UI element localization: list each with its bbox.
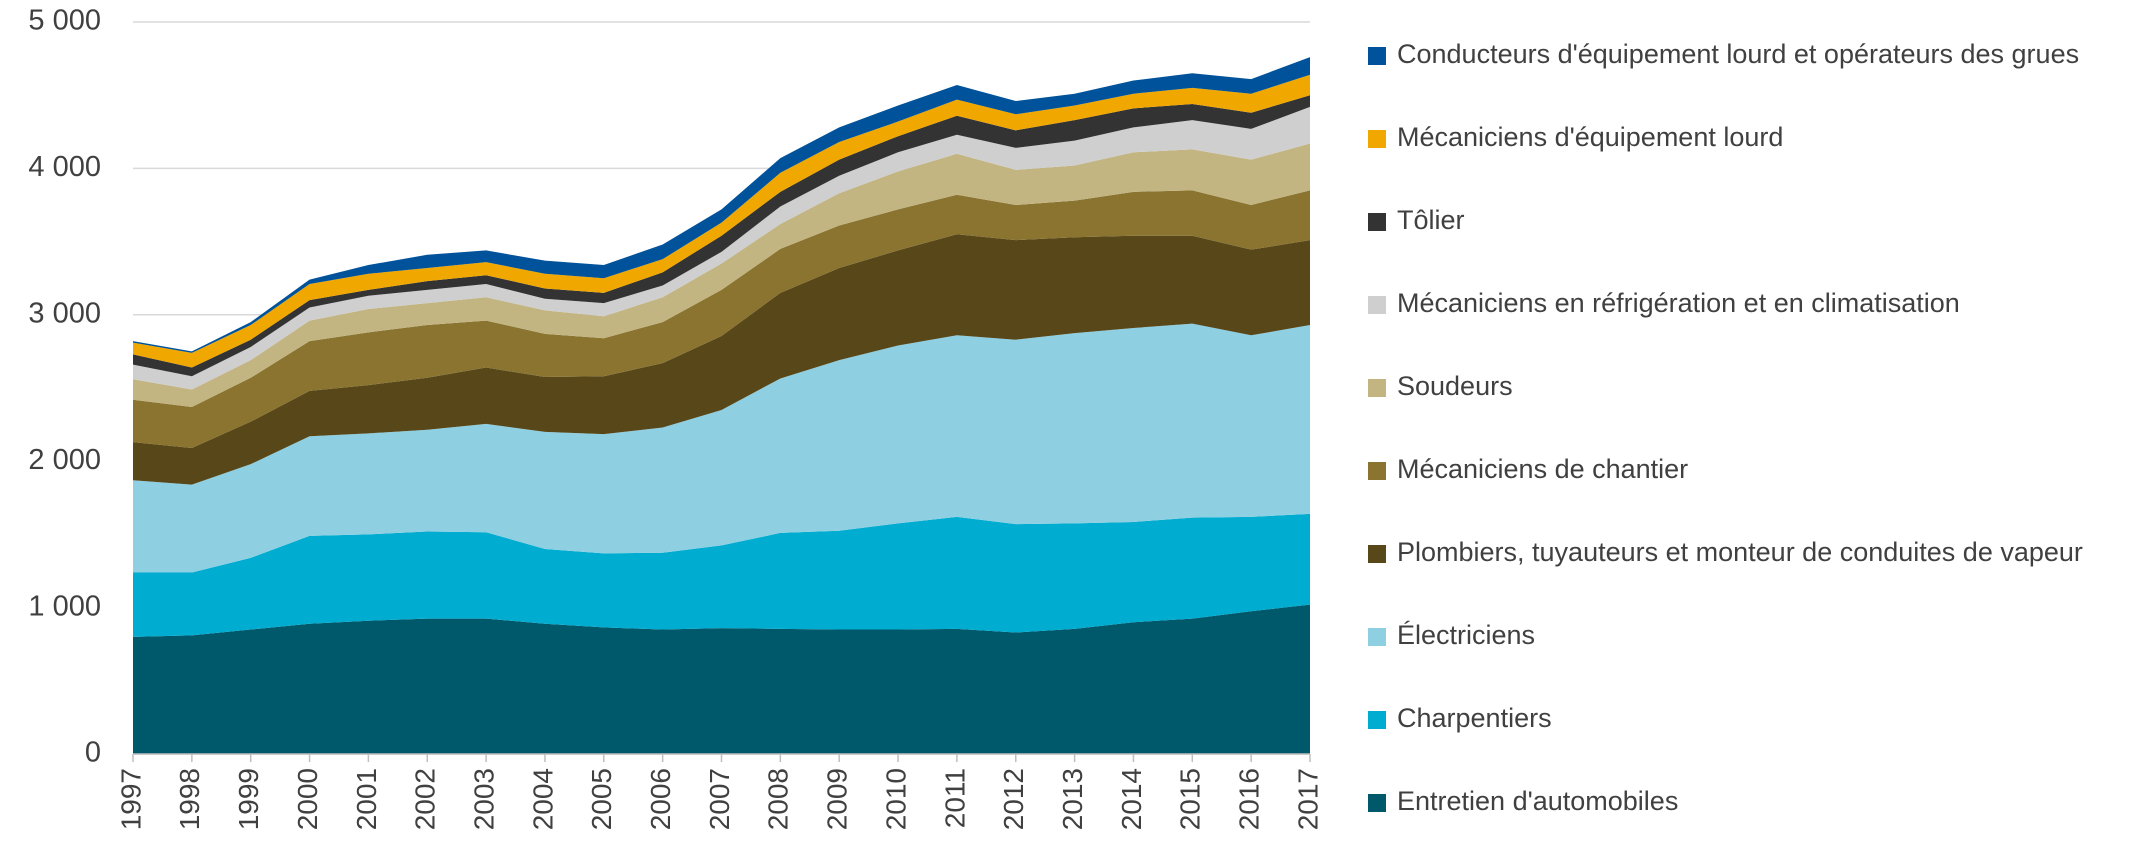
- y-tick-label: 4 000: [28, 151, 101, 183]
- x-tick-label: 2004: [527, 768, 558, 830]
- legend-label: Mécaniciens d'équipement lourd: [1397, 122, 1783, 152]
- x-tick-label: 2000: [292, 768, 323, 830]
- x-tick-label: 2003: [468, 768, 499, 830]
- x-tick-label: 2012: [998, 768, 1029, 830]
- legend-label: Mécaniciens de chantier: [1397, 454, 1688, 484]
- x-tick-label: 2013: [1057, 768, 1088, 830]
- area: [133, 604, 1310, 754]
- legend-label: Mécaniciens en réfrigération et en clima…: [1397, 288, 1960, 318]
- x-tick-label: 2016: [1234, 768, 1265, 830]
- legend-swatch: [1368, 711, 1386, 729]
- x-tick-label: 2014: [1116, 768, 1147, 830]
- legend-swatch: [1368, 462, 1386, 480]
- x-tick-label: 1999: [233, 768, 264, 830]
- legend-swatch: [1368, 130, 1386, 148]
- area: [133, 57, 1310, 353]
- legend-label: Conducteurs d'équipement lourd et opérat…: [1397, 39, 2079, 69]
- area: [133, 234, 1310, 485]
- area: [133, 323, 1310, 573]
- y-tick-label: 0: [85, 737, 101, 769]
- legend-swatch: [1368, 296, 1386, 314]
- x-tick-label: 2006: [645, 768, 676, 830]
- x-tick-label: 2010: [880, 768, 911, 830]
- area: [133, 513, 1310, 637]
- x-tick-label: 2009: [822, 768, 853, 830]
- area: [133, 143, 1310, 408]
- legend-swatch: [1368, 379, 1386, 397]
- x-tick-label: 2001: [351, 768, 382, 830]
- legend-label: Plombiers, tuyauteurs et monteur de cond…: [1397, 537, 2083, 567]
- legend-label: Tôlier: [1397, 205, 1465, 235]
- x-tick-label: 2017: [1292, 768, 1323, 830]
- y-tick-label: 1 000: [28, 590, 101, 622]
- area: [133, 190, 1310, 449]
- x-tick-label: 1997: [115, 768, 146, 830]
- x-tick-label: 1998: [174, 768, 205, 830]
- x-tick-label: 2015: [1175, 768, 1206, 830]
- x-tick-label: 2008: [763, 768, 794, 830]
- legend-swatch: [1368, 628, 1386, 646]
- x-tick-label: 2007: [704, 768, 735, 830]
- y-tick-label: 5 000: [28, 5, 101, 37]
- x-tick-label: 2002: [410, 768, 441, 830]
- legend-label: Électriciens: [1397, 620, 1535, 650]
- y-tick-label: 3 000: [28, 297, 101, 329]
- area: [133, 106, 1310, 390]
- legend-swatch: [1368, 47, 1386, 65]
- legend-swatch: [1368, 545, 1386, 563]
- legend-swatch: [1368, 213, 1386, 231]
- legend-swatch: [1368, 794, 1386, 812]
- legend-label: Entretien d'automobiles: [1397, 786, 1678, 816]
- x-tick-label: 2011: [939, 768, 970, 828]
- legend-label: Soudeurs: [1397, 371, 1513, 401]
- area: [133, 74, 1310, 368]
- legend-label: Charpentiers: [1397, 703, 1552, 733]
- x-tick-label: 2005: [586, 768, 617, 830]
- y-tick-label: 2 000: [28, 444, 101, 476]
